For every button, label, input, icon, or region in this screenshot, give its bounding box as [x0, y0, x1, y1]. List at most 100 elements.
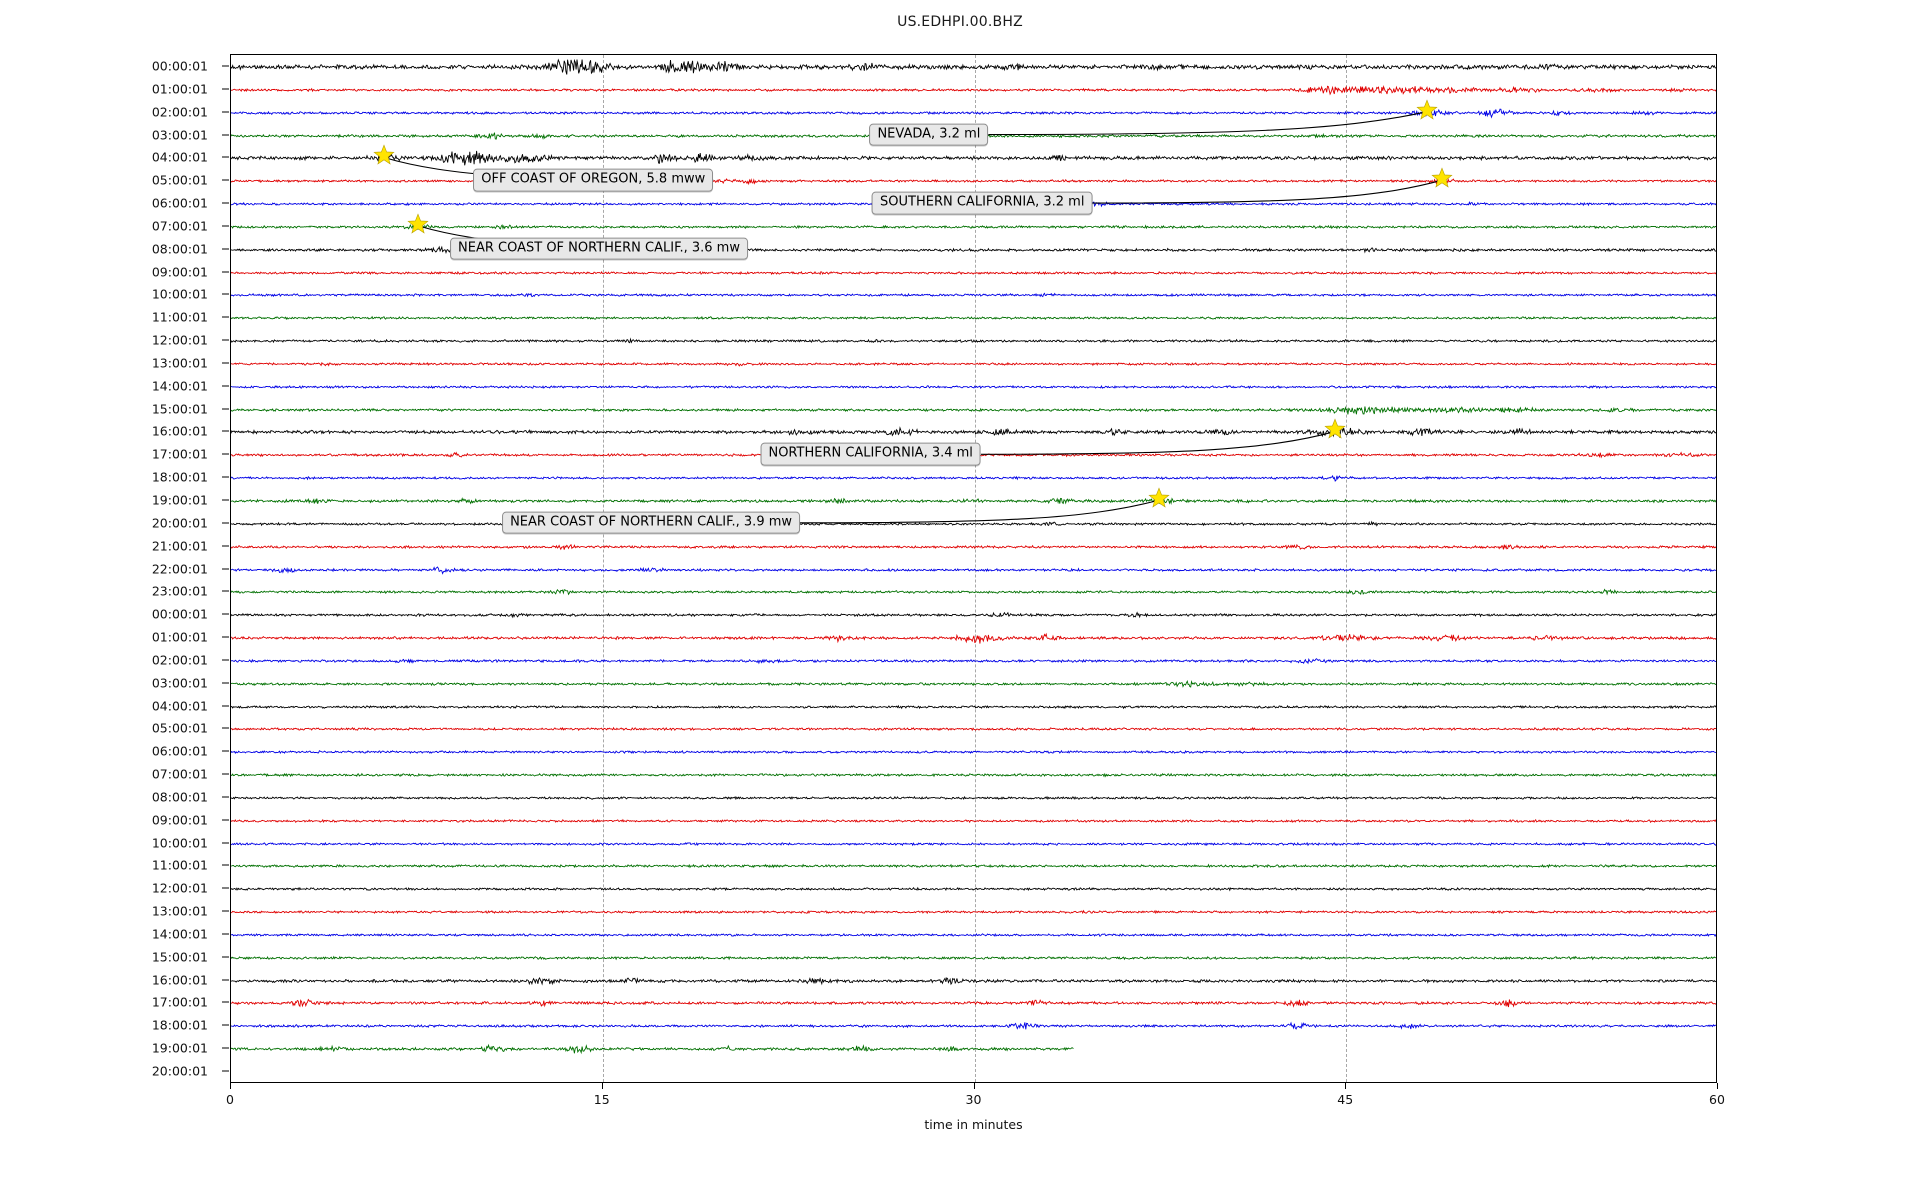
y-tick-mark: [222, 590, 229, 592]
y-tick-mark: [222, 705, 229, 707]
y-tick-label: 18:00:01: [151, 469, 208, 485]
x-tick-label: 60: [1709, 1092, 1725, 1107]
y-tick-mark: [222, 864, 229, 866]
seismic-trace: [231, 986, 1716, 1020]
y-tick-label: 14:00:01: [151, 378, 208, 394]
y-tick-label: 01:00:01: [151, 81, 208, 97]
y-tick-mark: [222, 568, 229, 569]
seismic-trace: [231, 1009, 1716, 1043]
y-tick-mark: [222, 1070, 229, 1072]
y-tick-label: 01:00:01: [151, 629, 208, 645]
y-tick-label: 19:00:01: [151, 1040, 208, 1056]
y-tick-mark: [222, 636, 229, 638]
y-tick-label: 04:00:01: [151, 698, 208, 714]
y-tick-label: 11:00:01: [151, 309, 208, 325]
y-tick-label: 20:00:01: [151, 515, 208, 531]
y-tick-label: 13:00:01: [151, 355, 208, 371]
y-tick-mark: [222, 727, 229, 729]
y-tick-label: 22:00:01: [151, 561, 208, 576]
x-tick-mark: [601, 1083, 603, 1089]
y-tick-mark: [222, 88, 229, 90]
seismic-trace: [231, 141, 1716, 175]
y-tick-label: 07:00:01: [151, 218, 208, 234]
y-tick-mark: [222, 225, 229, 227]
x-tick-label: 15: [593, 1092, 610, 1107]
y-tick-label: 15:00:01: [151, 949, 208, 965]
y-tick-mark: [222, 453, 229, 455]
seismic-trace: [231, 644, 1716, 678]
y-tick-mark: [222, 271, 229, 273]
y-tick-mark: [222, 339, 229, 341]
y-tick-mark: [222, 1047, 229, 1049]
y-tick-label: 05:00:01: [151, 720, 208, 736]
y-tick-label: 10:00:01: [151, 286, 208, 302]
seismic-trace: [231, 278, 1716, 312]
y-tick-mark: [222, 659, 229, 661]
event-annotation-label[interactable]: NEVADA, 3.2 ml: [869, 123, 989, 146]
page-title: US.EDHPI.00.BHZ: [897, 14, 1023, 30]
y-tick-mark: [222, 956, 229, 958]
y-tick-label: 11:00:01: [151, 857, 208, 873]
event-annotation-label[interactable]: OFF COAST OF OREGON, 5.8 mww: [473, 168, 714, 192]
seismic-trace: [231, 667, 1716, 701]
seismic-trace: [231, 712, 1716, 746]
y-tick-label: 15:00:01: [151, 401, 208, 417]
y-tick-mark: [222, 1024, 229, 1026]
y-tick-mark: [222, 156, 229, 158]
y-tick-mark: [222, 202, 229, 204]
y-tick-mark: [222, 979, 229, 981]
y-tick-label: 09:00:01: [151, 812, 208, 828]
seismic-trace: [231, 96, 1716, 130]
event-annotation-label[interactable]: NEAR COAST OF NORTHERN CALIF., 3.9 mw: [502, 511, 801, 535]
event-annotation-label[interactable]: NEAR COAST OF NORTHERN CALIF., 3.6 mw: [450, 237, 748, 261]
seismic-trace: [231, 370, 1716, 404]
y-tick-label: 18:00:01: [151, 1017, 208, 1033]
seismic-trace: [231, 415, 1716, 449]
y-tick-label: 09:00:01: [151, 264, 208, 280]
y-tick-mark: [222, 887, 229, 889]
y-tick-mark: [222, 910, 229, 912]
y-tick-mark: [222, 65, 229, 67]
y-tick-label: 02:00:01: [151, 104, 208, 120]
y-tick-label: 08:00:01: [151, 789, 208, 805]
event-annotation-label[interactable]: SOUTHERN CALIFORNIA, 3.2 ml: [872, 191, 1093, 215]
y-tick-label: 08:00:01: [151, 241, 208, 257]
seismic-trace: [231, 872, 1716, 906]
x-tick-label: 0: [226, 1092, 234, 1107]
y-tick-mark: [222, 385, 229, 387]
y-tick-label: 06:00:01: [151, 195, 208, 211]
seismic-trace: [231, 827, 1716, 861]
event-annotation-label[interactable]: NORTHERN CALIFORNIA, 3.4 ml: [760, 442, 981, 466]
y-tick-label: 16:00:01: [151, 423, 208, 439]
y-tick-mark: [222, 362, 229, 364]
y-tick-label: 14:00:01: [151, 926, 208, 942]
seismic-trace: [231, 301, 1716, 335]
y-tick-label: 04:00:01: [151, 149, 208, 165]
seismic-trace: [231, 849, 1716, 883]
y-tick-mark: [222, 430, 229, 432]
earthquake-star-marker: [1431, 167, 1453, 193]
seismic-trace: [231, 575, 1716, 609]
y-tick-label: 12:00:01: [151, 332, 208, 348]
y-tick-mark: [222, 613, 229, 615]
y-tick-mark: [222, 750, 229, 752]
seismic-trace: [231, 781, 1716, 815]
seismic-trace: [231, 73, 1716, 107]
y-tick-mark: [222, 933, 229, 935]
y-tick-label: 19:00:01: [151, 492, 208, 508]
x-tick-label: 45: [1337, 1092, 1354, 1107]
seismic-trace: [231, 393, 1716, 427]
seismic-trace: [231, 895, 1716, 929]
seismic-trace: [231, 804, 1716, 838]
seismic-trace: [231, 918, 1716, 952]
earthquake-star-marker: [1148, 487, 1170, 513]
x-tick-mark: [1717, 1083, 1718, 1089]
y-tick-mark: [222, 842, 229, 844]
seismic-trace: [231, 256, 1716, 290]
y-tick-mark: [222, 293, 229, 295]
y-tick-mark: [222, 545, 229, 547]
y-tick-label: 06:00:01: [151, 743, 208, 759]
y-tick-mark: [222, 476, 229, 478]
y-tick-label: 05:00:01: [151, 172, 208, 188]
